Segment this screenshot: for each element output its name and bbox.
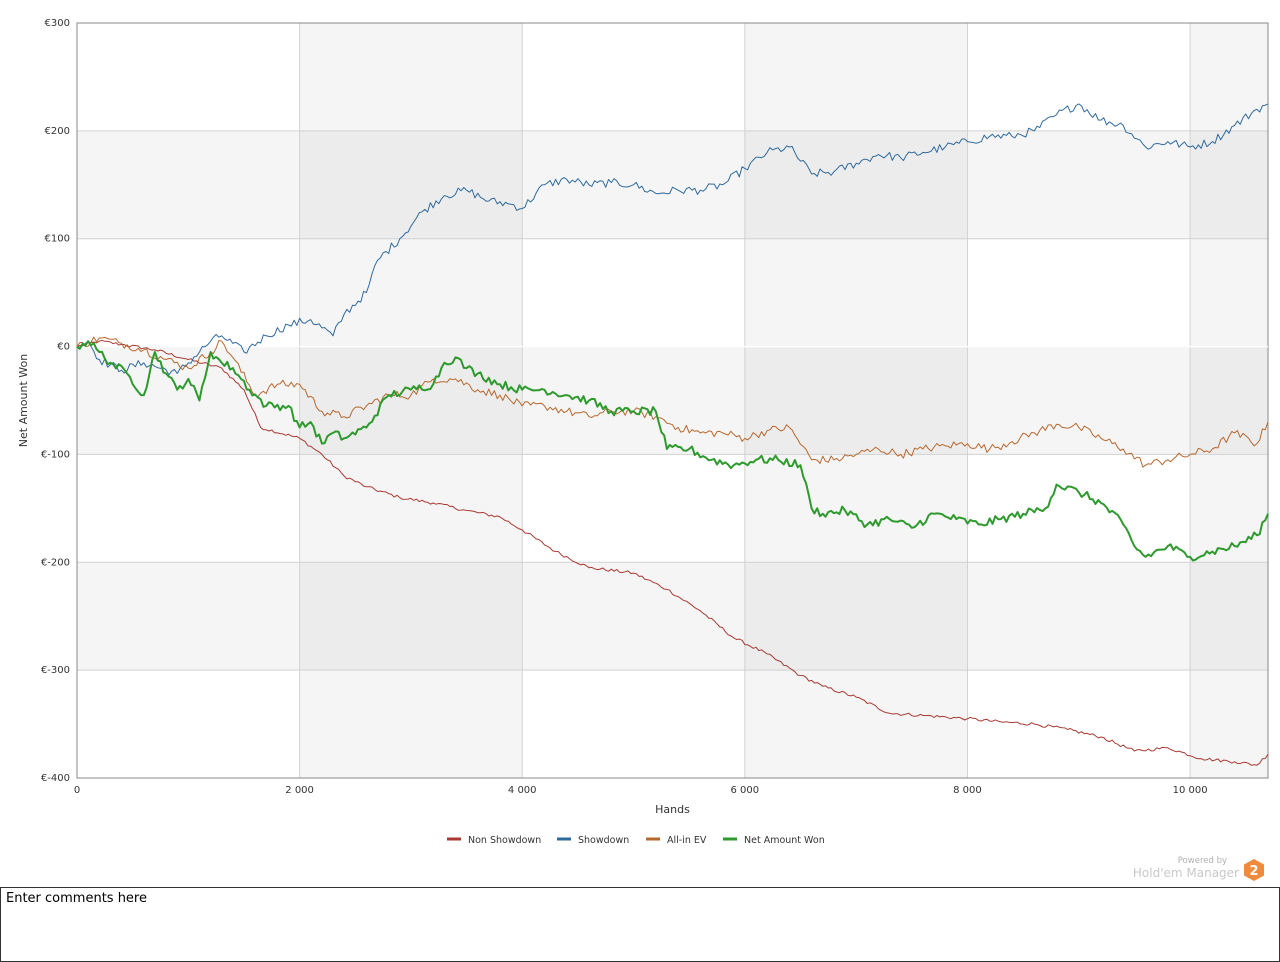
y-tick-label: €300	[45, 18, 70, 29]
plot-band	[299, 454, 523, 563]
y-tick-label: €-300	[41, 665, 70, 676]
plot-band	[967, 562, 1191, 671]
legend[interactable]: Non Showdown Showdown All-in EV Net Amount …	[447, 835, 825, 846]
plot-band	[744, 23, 968, 131]
plot-band	[1190, 23, 1268, 131]
x-tick-label: 6 000	[731, 785, 760, 796]
legend-item[interactable]: All-in EV	[646, 835, 707, 846]
chart: €300 €200 €100 €0 €-100 €-200 €-300 €-400 0 2 00…	[17, 18, 1269, 846]
plot-border	[76, 22, 1269, 779]
series-line-showdown	[76, 103, 1269, 376]
y-tick-label: €-400	[41, 773, 70, 784]
plot-band	[744, 562, 968, 671]
branding: Powered by Hold'em Manager 2	[1133, 856, 1268, 884]
x-axis: 0 2 000 4 000 6 000 8 000 10 000	[74, 785, 1208, 796]
plot-band	[77, 454, 300, 563]
comments-box[interactable]: Enter comments here	[0, 887, 1280, 962]
plot-band	[744, 238, 968, 347]
plot-band	[1190, 562, 1268, 671]
plot-band	[522, 23, 745, 131]
plot-band	[967, 23, 1191, 131]
plot-band	[522, 238, 745, 347]
legend-label: Non Showdown	[468, 835, 541, 846]
plot-band	[522, 670, 745, 778]
plot-band	[967, 346, 1191, 455]
plot-band	[744, 130, 968, 239]
y-tick-label: €0	[57, 342, 70, 353]
y-tick-label: €-200	[41, 557, 70, 568]
plot-band	[744, 454, 968, 563]
x-tick-label: 10 000	[1173, 785, 1208, 796]
legend-label: All-in EV	[667, 835, 707, 846]
plot-background	[77, 23, 1268, 778]
plot-band	[299, 562, 523, 671]
plot-band	[299, 130, 523, 239]
series-line-net-amount-won	[76, 340, 1269, 562]
plot-band	[299, 238, 523, 347]
product-name: Hold'em Manager	[1132, 866, 1239, 880]
plot-band	[77, 670, 300, 778]
plot-band	[744, 670, 968, 778]
svg-text:2: 2	[1249, 864, 1258, 879]
plot-band	[967, 130, 1191, 239]
plot-band	[299, 670, 523, 778]
x-axis-title: Hands	[655, 803, 690, 816]
plot-band	[77, 562, 300, 671]
hm2-logo-icon: 2	[1244, 859, 1264, 881]
y-axis: €300 €200 €100 €0 €-100 €-200 €-300 €-400	[41, 18, 70, 784]
y-tick-label: €200	[45, 126, 70, 137]
plot-band	[967, 454, 1191, 563]
plot-band	[77, 23, 300, 131]
series-layer	[76, 103, 1269, 766]
y-tick-label: €100	[45, 234, 70, 245]
series-line-non-showdown	[76, 339, 1269, 766]
y-axis-title: Net Amount Won	[17, 354, 30, 447]
plot-band	[1190, 238, 1268, 347]
plot-band	[1190, 346, 1268, 455]
plot-band	[522, 562, 745, 671]
x-tick-label: 4 000	[508, 785, 537, 796]
x-tick-label: 2 000	[285, 785, 314, 796]
plot-band	[1190, 130, 1268, 239]
plot-band	[299, 346, 523, 455]
comments-text: Enter comments here	[6, 891, 147, 906]
x-tick-label: 0	[74, 785, 80, 796]
legend-item[interactable]: Showdown	[557, 835, 629, 846]
plot-band	[522, 454, 745, 563]
y-tick-label: €-100	[41, 449, 70, 460]
legend-label: Net Amount Won	[744, 835, 825, 846]
legend-item[interactable]: Net Amount Won	[723, 835, 825, 846]
legend-label: Showdown	[578, 835, 629, 846]
plot-band	[77, 238, 300, 347]
plot-band	[522, 346, 745, 455]
plot-band	[744, 346, 968, 455]
plot-band	[77, 130, 300, 239]
powered-by-text: Powered by	[1177, 856, 1227, 866]
plot-band	[1190, 454, 1268, 563]
x-tick-label: 8 000	[953, 785, 982, 796]
series-line-all-in-ev	[76, 336, 1269, 468]
plot-band	[967, 670, 1191, 778]
legend-item[interactable]: Non Showdown	[447, 835, 541, 846]
plot-band	[299, 23, 523, 131]
plot-band	[967, 238, 1191, 347]
